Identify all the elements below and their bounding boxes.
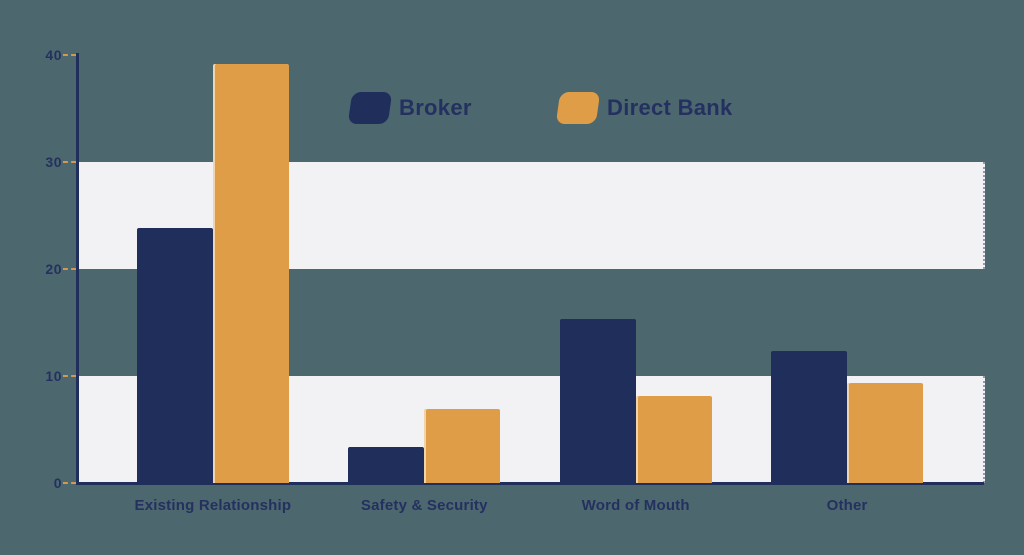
legend-swatch-icon — [347, 92, 393, 124]
x-axis-line — [76, 482, 984, 485]
bar-broker — [559, 319, 636, 483]
y-axis-tick-label: 10 — [45, 368, 62, 384]
x-axis-category-label: Safety & Security — [360, 497, 488, 514]
y-axis-tick-label: 30 — [45, 154, 62, 170]
x-axis-category-label: Word of Mouth — [581, 497, 690, 514]
legend-label: Direct Bank — [607, 95, 733, 120]
y-axis-tick-mark — [63, 375, 76, 377]
y-axis-tick-label: 20 — [45, 261, 62, 277]
bar-broker — [348, 446, 425, 483]
y-axis-tick-mark — [63, 268, 76, 270]
y-axis-tick-mark — [63, 54, 76, 56]
bar-direct-bank — [212, 63, 289, 483]
legend-item-direct-bank: Direct Bank — [555, 90, 733, 126]
bar-direct-bank — [847, 383, 924, 483]
bar-direct-bank — [424, 409, 501, 483]
bar-broker — [771, 351, 848, 483]
legend-label: Broker — [399, 95, 472, 120]
x-axis-category-label: Existing Relationship — [134, 497, 292, 514]
y-axis-tick-mark — [63, 161, 76, 163]
y-axis-line — [76, 53, 79, 483]
bar-direct-bank — [635, 396, 712, 483]
legend-swatch-icon — [555, 92, 601, 124]
x-axis-category-label: Other — [826, 497, 868, 514]
y-axis-tick-label: 40 — [45, 47, 62, 63]
y-axis-tick-label: 0 — [53, 475, 62, 491]
bar-broker — [136, 228, 213, 483]
y-axis-tick-mark — [63, 482, 76, 484]
legend-item-broker: Broker — [347, 90, 472, 126]
